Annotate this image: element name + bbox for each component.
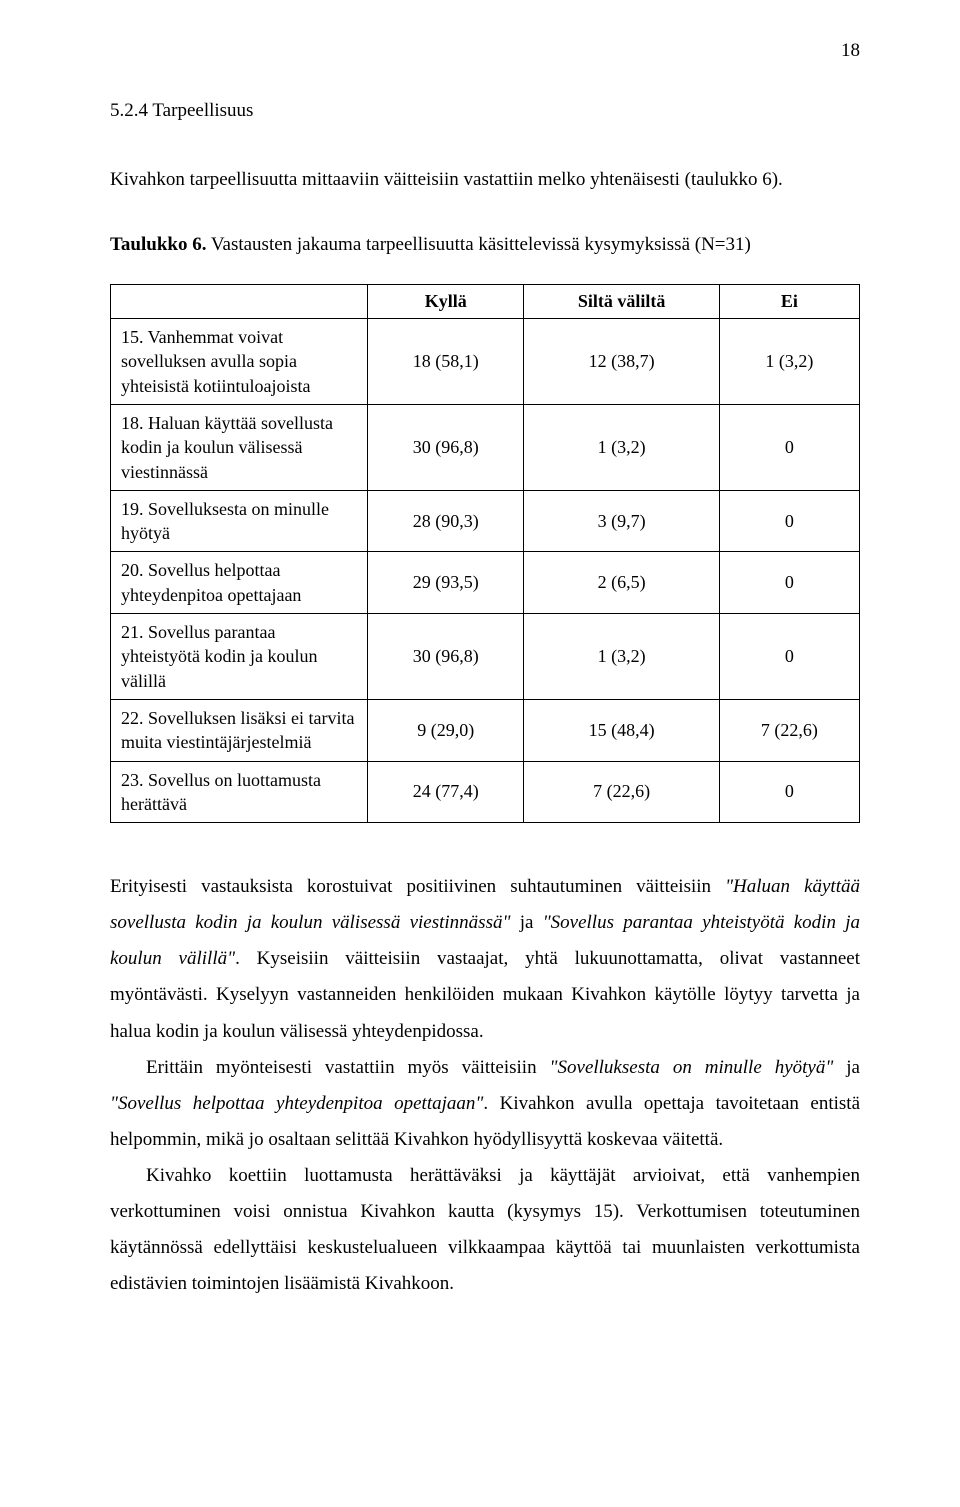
cell: 3 (9,7): [524, 490, 719, 552]
table-caption-text: Vastausten jakauma tarpeellisuutta käsit…: [206, 234, 750, 255]
cell: 0: [719, 614, 859, 700]
cell: 0: [719, 404, 859, 490]
page: 18 5.2.4 Tarpeellisuus Kivahkon tarpeell…: [0, 0, 960, 1507]
cell: 0: [719, 761, 859, 823]
col-header-silta: Siltä väliltä: [524, 285, 719, 319]
body-paragraph-2: Erittäin myönteisesti vastattiin myös vä…: [110, 1050, 860, 1158]
cell: 24 (77,4): [368, 761, 524, 823]
text: Erittäin myönteisesti vastattiin myös vä…: [146, 1057, 550, 1078]
cell: 0: [719, 490, 859, 552]
row-label: 18. Haluan käyttää sovellusta kodin ja k…: [111, 404, 368, 490]
cell: 7 (22,6): [524, 761, 719, 823]
cell: 12 (38,7): [524, 319, 719, 405]
col-header-kylla: Kyllä: [368, 285, 524, 319]
italic-quote: "Sovelluksesta on minulle hyötyä": [550, 1057, 834, 1078]
cell: 0: [719, 552, 859, 614]
table-header-row: Kyllä Siltä väliltä Ei: [111, 285, 860, 319]
cell: 1 (3,2): [524, 404, 719, 490]
cell: 30 (96,8): [368, 404, 524, 490]
row-label: 22. Sovelluksen lisäksi ei tarvita muita…: [111, 699, 368, 761]
row-label: 19. Sovelluksesta on minulle hyötyä: [111, 490, 368, 552]
cell: 29 (93,5): [368, 552, 524, 614]
table-row: 21. Sovellus parantaa yhteistyötä kodin …: [111, 614, 860, 700]
cell: 1 (3,2): [524, 614, 719, 700]
col-header-empty: [111, 285, 368, 319]
cell: 1 (3,2): [719, 319, 859, 405]
section-heading: 5.2.4 Tarpeellisuus: [110, 100, 860, 122]
table-caption: Taulukko 6. Vastausten jakauma tarpeelli…: [110, 234, 860, 256]
text: Erityisesti vastauksista korostuivat pos…: [110, 876, 725, 897]
table-row: 15. Vanhemmat voivat sovelluksen avulla …: [111, 319, 860, 405]
row-label: 23. Sovellus on luottamusta herättävä: [111, 761, 368, 823]
cell: 18 (58,1): [368, 319, 524, 405]
cell: 7 (22,6): [719, 699, 859, 761]
row-label: 20. Sovellus helpottaa yhteydenpitoa ope…: [111, 552, 368, 614]
col-header-ei: Ei: [719, 285, 859, 319]
table-row: 18. Haluan käyttää sovellusta kodin ja k…: [111, 404, 860, 490]
table-row: 20. Sovellus helpottaa yhteydenpitoa ope…: [111, 552, 860, 614]
cell: 2 (6,5): [524, 552, 719, 614]
cell: 15 (48,4): [524, 699, 719, 761]
italic-quote: "Sovellus helpottaa yhteydenpitoa opetta…: [110, 1093, 483, 1114]
table-row: 22. Sovelluksen lisäksi ei tarvita muita…: [111, 699, 860, 761]
cell: 9 (29,0): [368, 699, 524, 761]
table-caption-bold: Taulukko 6.: [110, 234, 206, 255]
cell: 28 (90,3): [368, 490, 524, 552]
page-number: 18: [841, 40, 860, 62]
data-table: Kyllä Siltä väliltä Ei 15. Vanhemmat voi…: [110, 284, 860, 823]
text: ja: [833, 1057, 860, 1078]
table-row: 19. Sovelluksesta on minulle hyötyä 28 (…: [111, 490, 860, 552]
intro-paragraph: Kivahkon tarpeellisuutta mittaaviin väit…: [110, 162, 860, 198]
row-label: 21. Sovellus parantaa yhteistyötä kodin …: [111, 614, 368, 700]
table-row: 23. Sovellus on luottamusta herättävä 24…: [111, 761, 860, 823]
body-paragraph-1: Erityisesti vastauksista korostuivat pos…: [110, 869, 860, 1049]
text: ja: [510, 912, 542, 933]
cell: 30 (96,8): [368, 614, 524, 700]
row-label: 15. Vanhemmat voivat sovelluksen avulla …: [111, 319, 368, 405]
body-paragraph-3: Kivahko koettiin luottamusta herättäväks…: [110, 1158, 860, 1302]
